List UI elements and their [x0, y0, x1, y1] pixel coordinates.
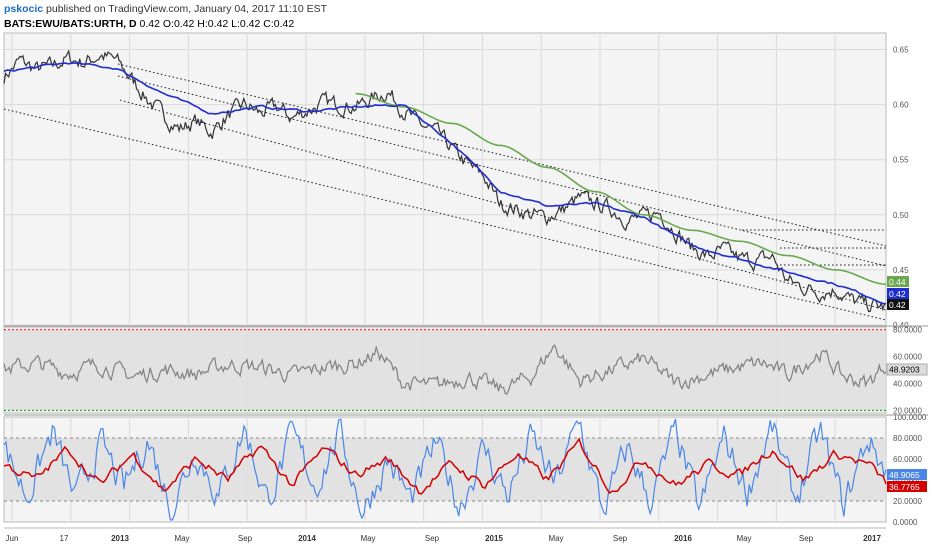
stoch-band: [4, 438, 886, 501]
price-axis-tick: 0.50: [893, 211, 909, 220]
x-axis-tick: May: [174, 534, 189, 543]
symbol-line: BATS:EWU/BATS:URTH, D 0.42 O:0.42 H:0.42…: [4, 17, 604, 31]
ohlc-values: 0.42 O:0.42 H:0.42 L:0.42 C:0.42: [139, 18, 295, 30]
price-badge-bg: [887, 288, 909, 299]
x-axis-tick: Jun: [6, 534, 19, 543]
symbol-label: BATS:EWU/BATS:URTH, D: [4, 18, 137, 30]
x-axis-tick: Sep: [613, 534, 628, 543]
rsi-axis-tick: 20.0000: [893, 406, 922, 415]
price-series-line: [3, 49, 887, 313]
chart-header: pskocic published on TradingView.com, Ja…: [4, 2, 604, 31]
x-axis-tick: Sep: [799, 534, 814, 543]
x-axis-tick: May: [548, 534, 563, 543]
trend-channel-line: [3, 108, 887, 321]
rsi-line: [3, 344, 887, 395]
price-axis-tick: 0.65: [893, 46, 909, 55]
x-axis-tick: 2013: [111, 534, 129, 543]
x-axis-tick: Sep: [238, 534, 253, 543]
stoch-badge-bg: [887, 469, 927, 480]
price-badge-label: 0.44: [889, 277, 906, 287]
ma-slow-line: [355, 92, 887, 285]
author-link[interactable]: pskocic: [4, 3, 44, 15]
stoch-axis-tick: 100.0000: [893, 413, 927, 422]
rsi-axis-tick: 80.0000: [893, 326, 922, 335]
rsi-band: [4, 329, 886, 411]
stoch-badge-label: 48.9065: [889, 470, 920, 480]
price-axis-tick: 0.60: [893, 101, 909, 110]
x-axis-tick: 2014: [298, 534, 316, 543]
stoch-axis-tick: 60.0000: [893, 455, 922, 464]
stoch-badge-label: 36.7765: [889, 482, 920, 492]
stoch-k-line: [3, 418, 887, 521]
price-axis-tick: 0.55: [893, 156, 909, 165]
price-axis-tick: 0.45: [893, 266, 909, 275]
price-badge-bg: [887, 276, 909, 287]
stoch-axis-tick: 40.0000: [893, 476, 922, 485]
rsi-axis-tick: 40.0000: [893, 379, 922, 388]
ma-fast-line: [3, 61, 887, 305]
stoch-axis-tick: 80.0000: [893, 434, 922, 443]
stoch-badge-bg: [887, 481, 927, 492]
stoch-d-line: [3, 437, 887, 495]
x-axis-tick: 2016: [674, 534, 692, 543]
price-badge-label: 0.42: [889, 300, 906, 310]
published-text: published on TradingView.com, January 04…: [46, 3, 327, 15]
x-axis-tick: Sep: [425, 534, 440, 543]
x-axis-tick: 2015: [485, 534, 503, 543]
price-badge-bg: [887, 299, 909, 310]
stoch-axis-tick: 0.0000: [893, 518, 918, 527]
x-axis-tick: May: [736, 534, 751, 543]
publish-line: pskocic published on TradingView.com, Ja…: [4, 2, 604, 17]
trend-channel-line: [119, 99, 887, 311]
x-axis-tick: May: [360, 534, 375, 543]
panel-price-bg: [3, 32, 887, 326]
rsi-badge-label: 48.9203: [889, 365, 920, 375]
x-axis-tick: 17: [60, 534, 69, 543]
x-axis-tick: 2017: [863, 534, 881, 543]
rsi-badge-bg: [886, 363, 928, 376]
rsi-axis-tick: 60.0000: [893, 353, 922, 362]
stoch-axis-tick: 20.0000: [893, 497, 922, 506]
price-badge-label: 0.42: [889, 289, 906, 299]
